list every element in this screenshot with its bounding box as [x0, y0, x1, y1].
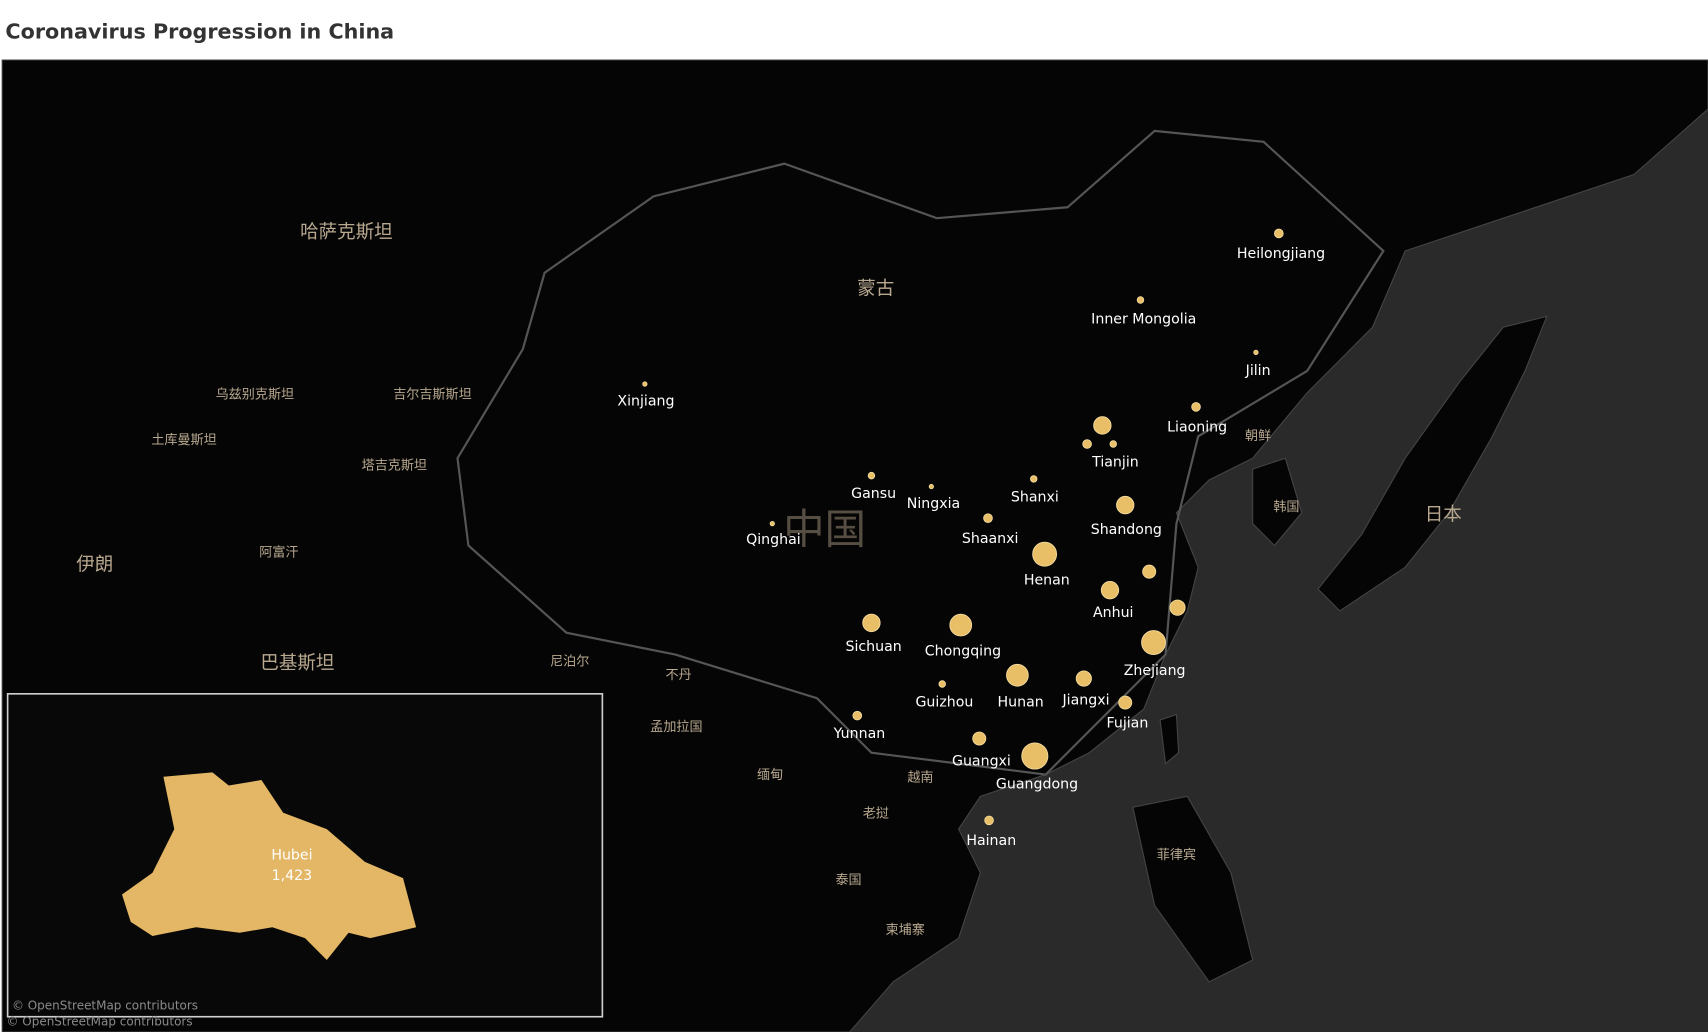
country-label: 菲律宾 — [1157, 847, 1196, 863]
province-label: Henan — [1024, 572, 1070, 588]
country-label: 朝鲜 — [1245, 428, 1271, 444]
province-bubble — [867, 471, 876, 480]
province-bubble — [983, 513, 993, 523]
japan — [1317, 315, 1548, 612]
country-label: 泰国 — [835, 872, 861, 888]
province-bubble — [1006, 663, 1029, 687]
country-label: 乌兹别克斯坦 — [216, 386, 294, 402]
province-label: Shaanxi — [962, 531, 1019, 547]
china-border — [456, 129, 1385, 776]
country-label: 塔吉克斯坦 — [362, 457, 427, 473]
country-label: 伊朗 — [76, 555, 113, 576]
province-label: Jiangxi — [1062, 692, 1110, 708]
province-bubble — [984, 815, 994, 826]
province-bubble — [1021, 742, 1049, 770]
country-label: 巴基斯坦 — [260, 653, 334, 674]
korea — [1252, 457, 1303, 547]
province-bubble — [1274, 228, 1284, 239]
province-bubble — [1253, 349, 1259, 355]
country-label: 孟加拉国 — [650, 719, 702, 735]
province-label: Qinghai — [746, 532, 801, 548]
province-bubble — [862, 613, 881, 633]
province-bubble — [1109, 440, 1117, 448]
province-bubble — [769, 521, 775, 527]
country-label: 日本 — [1425, 504, 1462, 525]
province-bubble — [1100, 581, 1120, 600]
province-bubble — [852, 710, 863, 721]
country-label: 阿富汗 — [259, 544, 298, 561]
province-label: Chongqing — [925, 643, 1001, 659]
province-label: Guizhou — [915, 695, 973, 711]
province-label: Zhejiang — [1124, 663, 1186, 679]
province-label: Guangdong — [996, 776, 1078, 792]
province-bubble — [1118, 695, 1133, 710]
province-bubble — [1141, 630, 1166, 655]
header-bg — [0, 0, 1708, 60]
province-bubble — [642, 381, 648, 387]
country-label: 尼泊尔 — [550, 654, 589, 670]
province-bubble — [1075, 670, 1092, 687]
country-label: 土库曼斯坦 — [151, 432, 216, 448]
province-bubble — [1169, 599, 1186, 616]
country-label: 缅甸 — [757, 767, 783, 783]
inset-name: Hubei — [271, 847, 312, 863]
country-label: 哈萨克斯坦 — [300, 222, 393, 243]
inset: Hubei 1,423 © OpenStreetMap contributors — [6, 693, 604, 1018]
province-bubble — [1082, 439, 1092, 449]
country-label: 吉尔吉斯斯坦 — [393, 386, 471, 402]
province-bubble — [1032, 541, 1058, 567]
province-label: Yunnan — [833, 726, 886, 742]
province-label: Hainan — [966, 833, 1016, 849]
country-label: 柬埔寨 — [886, 921, 925, 938]
province-label: Gansu — [851, 486, 896, 502]
page-title: Coronavirus Progression in China — [5, 20, 394, 44]
province-bubble — [1116, 495, 1135, 515]
province-bubble — [1191, 402, 1201, 412]
province-bubble — [972, 731, 987, 746]
country-label: 不丹 — [666, 668, 692, 683]
province-label: Shanxi — [1011, 489, 1059, 505]
philippines — [1132, 795, 1254, 983]
province-label: Fujian — [1106, 715, 1148, 731]
inset-value: 1,423 — [272, 868, 313, 884]
province-label: Hunan — [998, 695, 1044, 711]
province-label: Inner Mongolia — [1091, 312, 1196, 328]
country-label: 老挝 — [863, 805, 889, 821]
country-label: 韩国 — [1273, 499, 1299, 515]
taiwan — [1159, 713, 1180, 765]
province-label: Tianjin — [1091, 455, 1139, 471]
country-label: 蒙古 — [857, 279, 894, 300]
province-label: Anhui — [1093, 605, 1134, 621]
province-bubble — [1142, 564, 1157, 579]
province-bubble — [1093, 416, 1112, 435]
province-bubble — [1030, 475, 1038, 483]
province-label: Guangxi — [952, 753, 1011, 769]
province-label: Jilin — [1245, 363, 1271, 379]
inset-attribution: © OpenStreetMap contributors — [12, 998, 198, 1012]
hubei-shape — [122, 772, 417, 960]
province-label: Xinjiang — [617, 393, 674, 409]
province-bubble — [928, 483, 934, 490]
province-bubble — [1136, 296, 1145, 304]
province-label: Sichuan — [845, 639, 901, 655]
province-label: Heilongjiang — [1237, 246, 1325, 262]
country-label: 中国 — [783, 505, 866, 553]
province-label: Liaoning — [1167, 420, 1227, 436]
province-label: Ningxia — [907, 496, 960, 512]
labels: Heilongjiang Inner Mongolia Jilin Liaoning T… — [76, 222, 1462, 938]
map-attribution: © OpenStreetMap contributors — [7, 1015, 193, 1029]
province-bubble — [949, 613, 973, 637]
country-label: 越南 — [907, 769, 933, 785]
province-label: Shandong — [1091, 522, 1162, 538]
province-bubble — [938, 680, 946, 688]
